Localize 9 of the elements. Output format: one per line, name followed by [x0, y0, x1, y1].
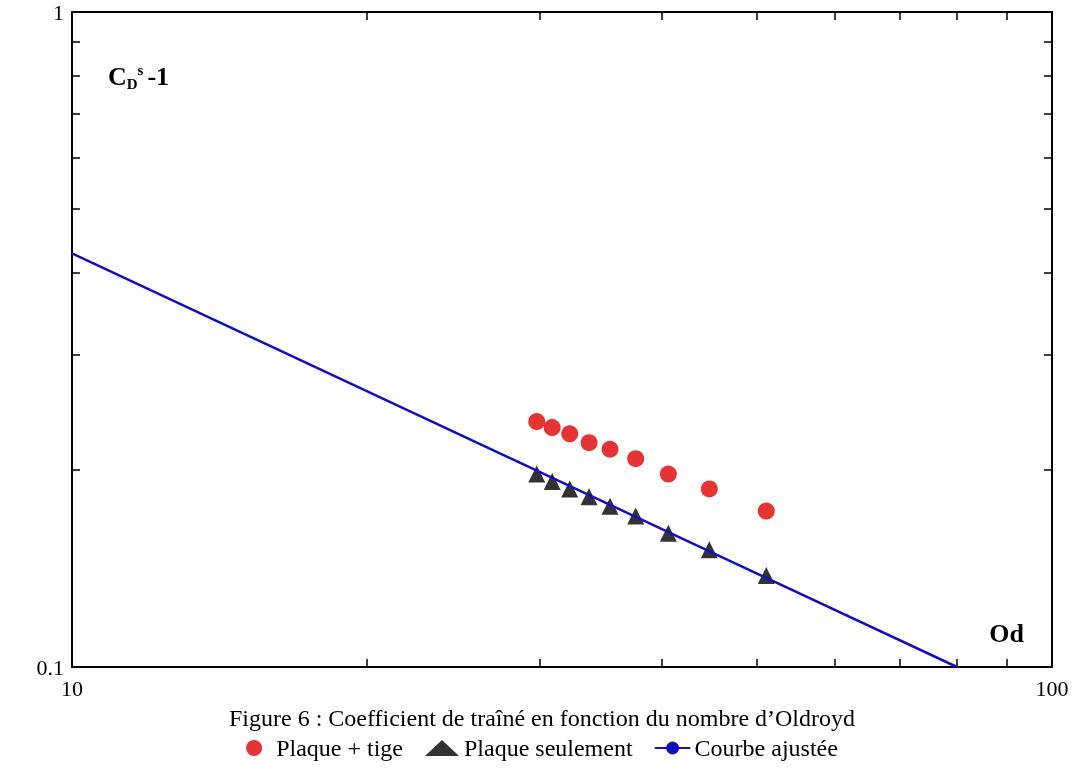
x-tick-label: 10: [61, 675, 83, 701]
x-axis-title: Od: [989, 618, 1025, 648]
legend-label: Courbe ajustée: [694, 735, 838, 761]
y-tick-label: 1: [53, 0, 64, 25]
x-tick-label: 100: [1035, 675, 1069, 701]
legend-label: Plaque + tige: [276, 735, 403, 761]
text: Figure 6 : Coefficient de traîné en fonction du nombre d’Oldroyd: [228, 705, 856, 731]
y-tick-label: 0.1: [36, 654, 64, 680]
legend-label: Plaque seulement: [463, 735, 633, 761]
